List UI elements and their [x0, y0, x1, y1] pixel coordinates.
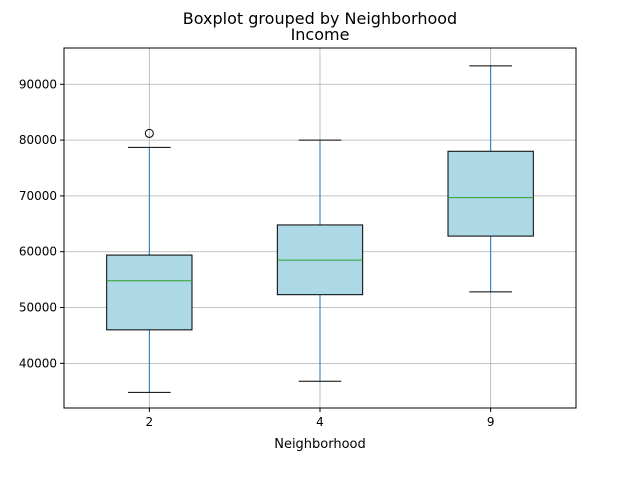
x-tick-label: 9 [487, 415, 495, 429]
y-tick-label: 60000 [19, 245, 57, 259]
x-tick-label: 2 [146, 415, 154, 429]
boxes [106, 65, 534, 393]
axes: 40000 50000 60000 70000 80000 90000 2 4 9 [19, 47, 577, 429]
x-tick-label: 4 [316, 415, 324, 429]
x-axis-label: Neighborhood [274, 437, 366, 452]
y-tick-label: 50000 [19, 301, 57, 315]
box-group-2 [106, 128, 193, 393]
iqr-box [106, 254, 193, 331]
y-tick-label: 40000 [19, 356, 57, 370]
y-tick-label: 80000 [19, 133, 57, 147]
chart-suptitle: Boxplot grouped by Neighborhood [183, 9, 457, 28]
box-group-9 [447, 65, 534, 293]
y-tick-label: 70000 [19, 189, 57, 203]
y-tick-label: 90000 [19, 77, 57, 91]
iqr-box [447, 150, 534, 237]
box-group-4 [276, 139, 364, 382]
chart-title: Income [291, 25, 350, 44]
outlier-point [144, 128, 154, 138]
